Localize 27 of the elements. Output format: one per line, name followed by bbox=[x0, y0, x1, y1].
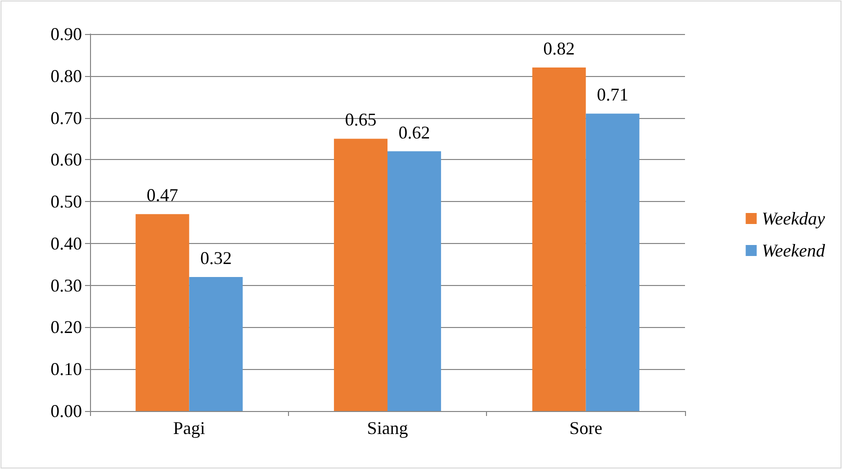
y-tick-label: 0.00 bbox=[50, 401, 82, 421]
y-tick-label: 0.90 bbox=[50, 24, 82, 44]
data-label: 0.32 bbox=[200, 248, 232, 268]
y-tick-label: 0.10 bbox=[50, 359, 82, 380]
bar bbox=[136, 214, 190, 411]
y-tick-label: 0.40 bbox=[50, 233, 82, 254]
y-tick-label: 0.60 bbox=[50, 150, 82, 170]
legend-label: Weekday bbox=[762, 208, 826, 228]
bar bbox=[532, 68, 586, 411]
bar bbox=[334, 138, 388, 411]
x-tick-label: Sore bbox=[569, 418, 602, 438]
legend-label: Weekend bbox=[762, 240, 826, 260]
bar bbox=[586, 114, 640, 411]
x-tick-label: Pagi bbox=[173, 418, 206, 438]
y-tick-label: 0.70 bbox=[50, 108, 82, 128]
y-tick-label: 0.20 bbox=[50, 317, 82, 338]
x-tick-label: Siang bbox=[366, 418, 408, 438]
y-tick-label: 0.80 bbox=[50, 66, 82, 86]
y-tick-label: 0.30 bbox=[50, 275, 82, 296]
data-label: 0.47 bbox=[146, 185, 178, 206]
data-label: 0.82 bbox=[543, 38, 575, 59]
data-label: 0.71 bbox=[596, 84, 628, 105]
y-tick-label: 0.50 bbox=[50, 192, 82, 212]
data-label: 0.65 bbox=[344, 110, 376, 130]
data-label: 0.62 bbox=[398, 122, 430, 142]
bar bbox=[388, 151, 442, 411]
bar bbox=[189, 276, 243, 411]
